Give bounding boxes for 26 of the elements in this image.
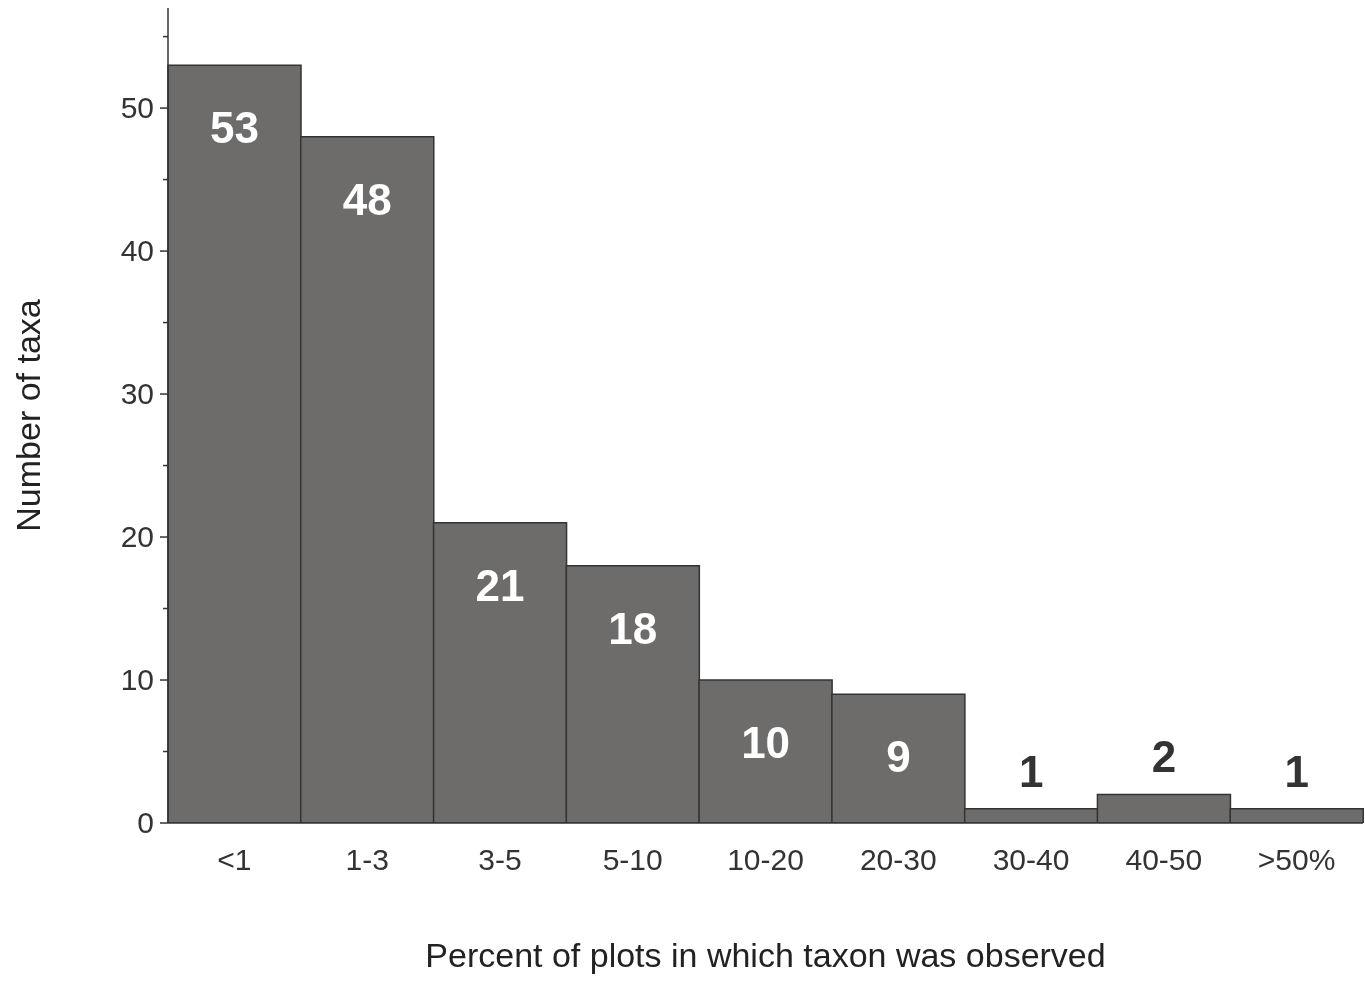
x-tick-label: 3-5 xyxy=(478,843,522,877)
x-tick-label: 30-40 xyxy=(992,843,1070,877)
y-tick-label: 40 xyxy=(120,234,154,268)
data-label: 21 xyxy=(475,560,525,610)
data-label: 1 xyxy=(1018,746,1044,796)
data-label: 2 xyxy=(1151,732,1177,782)
data-label: 18 xyxy=(608,603,658,653)
x-tick-label: 5-10 xyxy=(602,843,663,877)
data-label: 1 xyxy=(1284,746,1309,796)
y-tick-label: 20 xyxy=(120,520,154,554)
data-label: 53 xyxy=(210,103,259,153)
y-tick-label: 0 xyxy=(137,806,154,839)
x-tick-label: 10-20 xyxy=(727,843,804,877)
y-tick-label: 50 xyxy=(120,91,154,125)
data-label: 10 xyxy=(741,718,791,768)
x-axis-title: Percent of plots in which taxon was observed xyxy=(425,936,1106,974)
data-label: 9 xyxy=(886,732,911,782)
x-tick-label: 1-3 xyxy=(345,843,389,877)
x-tick-label: 20-30 xyxy=(859,843,937,877)
x-tick-label: 40-50 xyxy=(1125,843,1203,877)
data-label: 48 xyxy=(342,174,392,224)
x-tick-label: <1 xyxy=(217,843,252,877)
y-axis-title: Number of taxa xyxy=(9,299,48,532)
x-tick-label: >50% xyxy=(1257,843,1336,877)
y-tick-label: 30 xyxy=(120,377,154,411)
y-tick-label: 10 xyxy=(120,663,154,697)
